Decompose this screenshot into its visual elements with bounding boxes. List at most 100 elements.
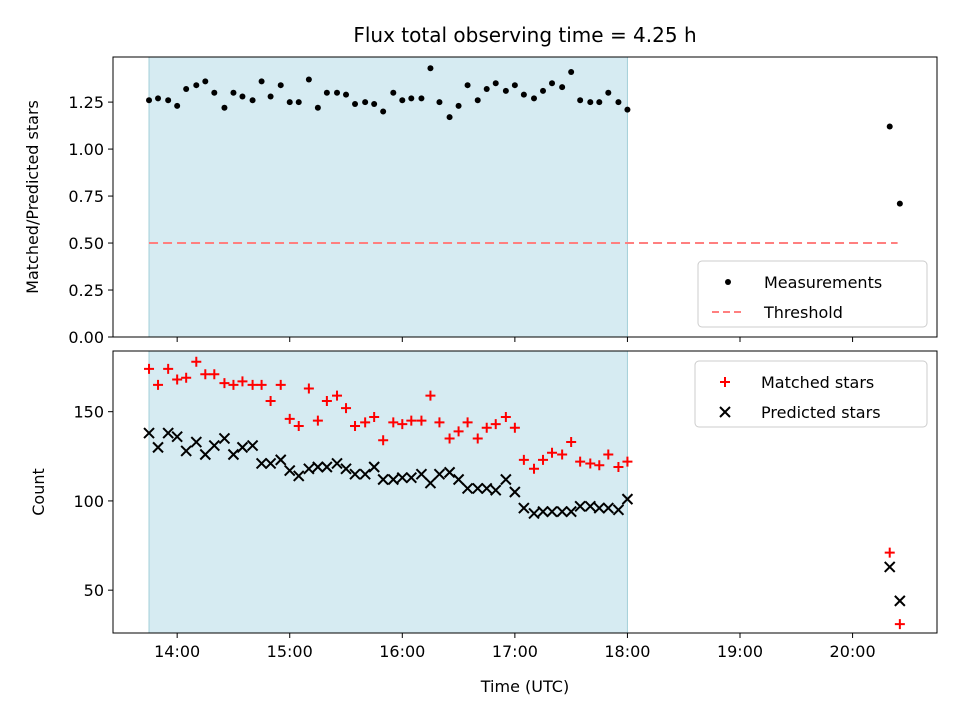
x-axis-label: Time (UTC) xyxy=(480,677,569,696)
count-point xyxy=(884,547,895,558)
ratio-observing-span xyxy=(148,56,628,338)
ratio-point xyxy=(239,93,246,100)
count-point xyxy=(265,395,276,406)
ratio-legend-box xyxy=(697,260,928,328)
count-point xyxy=(557,449,568,460)
count-point xyxy=(321,395,332,406)
ratio-point xyxy=(230,89,237,96)
count-point xyxy=(378,435,389,446)
count-point xyxy=(528,507,540,520)
count-point xyxy=(621,493,634,505)
count-point xyxy=(360,417,371,428)
count-point xyxy=(143,427,155,439)
count-point xyxy=(566,437,577,448)
ratio-point xyxy=(211,89,218,96)
count-point xyxy=(425,390,436,401)
ratio-point xyxy=(277,82,284,89)
count-point xyxy=(547,447,558,458)
count-point xyxy=(180,445,192,457)
count-point xyxy=(584,500,596,512)
count-point xyxy=(219,378,230,389)
count-point xyxy=(190,436,203,448)
count-point xyxy=(894,619,905,630)
count-point xyxy=(236,441,249,454)
count-point xyxy=(453,426,464,437)
ratio-point xyxy=(334,89,341,96)
ratio-y-tick-label: 0.75 xyxy=(68,187,104,206)
ratio-point xyxy=(559,84,566,91)
count-point xyxy=(199,448,212,461)
ratio-point xyxy=(305,76,312,83)
count-series-plus xyxy=(144,356,905,630)
count-y-tick-label: 150 xyxy=(73,403,104,422)
count-point xyxy=(312,415,323,426)
ratio-point xyxy=(464,82,471,89)
ratio-point xyxy=(474,97,481,104)
ratio-point xyxy=(221,104,228,111)
count-point xyxy=(406,415,417,426)
count-point xyxy=(331,457,343,470)
ratio-point xyxy=(520,91,527,98)
count-point xyxy=(481,482,493,495)
count-point xyxy=(208,439,221,452)
count-point xyxy=(509,486,521,498)
ratio-point xyxy=(399,97,406,104)
count-legend-label: Predicted stars xyxy=(761,403,881,422)
count-panel: Count 14:00 15:00 16:00 17:00 18:00 19:00 20:0… xyxy=(29,350,938,661)
count-point xyxy=(218,432,231,445)
count-point xyxy=(509,422,520,433)
ratio-point xyxy=(286,99,293,106)
count-point xyxy=(500,473,512,486)
chart-title: Flux total observing time = 4.25 h xyxy=(353,23,696,47)
ratio-point xyxy=(540,87,547,94)
count-point xyxy=(622,456,633,467)
count-point xyxy=(181,372,192,383)
ratio-point xyxy=(455,102,462,109)
count-point xyxy=(518,454,529,465)
ratio-point xyxy=(605,89,612,96)
count-point xyxy=(341,403,352,414)
count-point xyxy=(612,504,625,516)
ratio-point xyxy=(896,200,903,207)
count-point xyxy=(256,379,267,390)
x-tick-label: 16:00 xyxy=(379,642,425,661)
count-point xyxy=(332,390,343,401)
ratio-legend: Measurements Threshold xyxy=(697,260,928,328)
count-point xyxy=(388,417,399,428)
count-point xyxy=(405,472,418,484)
ratio-point xyxy=(615,99,622,106)
count-point xyxy=(163,363,174,374)
count-point xyxy=(452,473,465,486)
count-point xyxy=(162,427,174,439)
count-point xyxy=(613,462,624,473)
count-point xyxy=(247,379,258,390)
ratio-panel: Matched/Predicted stars 0.00 0.25 0.50 0.75… xyxy=(23,56,938,347)
count-point xyxy=(368,461,380,473)
count-point xyxy=(575,456,586,467)
count-point xyxy=(415,468,428,480)
count-point xyxy=(321,461,333,473)
ratio-point xyxy=(511,82,518,89)
count-legend-label: Matched stars xyxy=(761,373,874,392)
count-legend-marker xyxy=(720,377,730,387)
count-legend-box xyxy=(694,360,928,428)
count-point xyxy=(472,433,483,444)
count-point xyxy=(303,463,315,475)
x-tick-label: 15:00 xyxy=(267,642,313,661)
count-point xyxy=(461,482,474,495)
count-point xyxy=(228,379,239,390)
count-point xyxy=(153,379,164,390)
count-point xyxy=(602,502,615,514)
ratio-y-tick-label: 0.25 xyxy=(68,281,104,300)
ratio-point xyxy=(183,85,190,92)
count-observing-span xyxy=(148,350,628,634)
ratio-point xyxy=(577,97,584,104)
ratio-point xyxy=(408,95,415,102)
count-point xyxy=(396,472,409,484)
count-point xyxy=(593,502,606,514)
count-point xyxy=(293,470,305,482)
count-point xyxy=(144,363,155,374)
ratio-legend-label: Measurements xyxy=(764,273,882,292)
ratio-y-axis-label: Matched/Predicted stars xyxy=(23,100,42,294)
count-point xyxy=(603,449,614,460)
